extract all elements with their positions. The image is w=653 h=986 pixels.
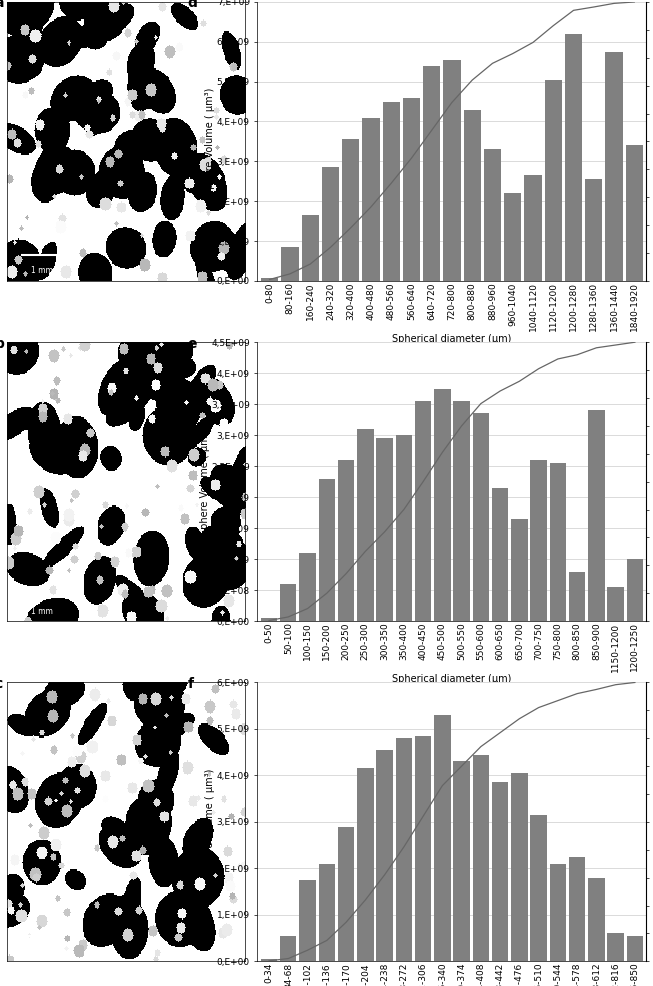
Bar: [550, 864, 566, 961]
Bar: [338, 460, 354, 621]
Bar: [627, 559, 643, 621]
Bar: [396, 739, 412, 961]
Bar: [423, 66, 440, 281]
Bar: [443, 60, 460, 281]
Bar: [338, 826, 354, 961]
Bar: [473, 413, 489, 621]
Bar: [605, 52, 623, 281]
Bar: [319, 478, 335, 621]
Bar: [530, 815, 547, 961]
Bar: [434, 388, 451, 621]
X-axis label: Spherical diameter (μm): Spherical diameter (μm): [392, 334, 512, 344]
Bar: [319, 864, 335, 961]
Bar: [569, 857, 585, 961]
Bar: [280, 584, 296, 621]
Bar: [299, 880, 316, 961]
Y-axis label: Sphere Volume ( μm³): Sphere Volume ( μm³): [205, 768, 215, 876]
Bar: [511, 519, 528, 621]
Bar: [376, 439, 392, 621]
Bar: [302, 215, 319, 281]
Bar: [545, 80, 562, 281]
Bar: [322, 168, 339, 281]
Text: 1 mm: 1 mm: [31, 266, 54, 275]
Bar: [261, 278, 278, 281]
Bar: [627, 936, 643, 961]
Text: b: b: [0, 336, 5, 351]
Bar: [362, 117, 379, 281]
Bar: [607, 934, 624, 961]
Bar: [280, 936, 296, 961]
Text: 1 mm: 1 mm: [31, 947, 54, 955]
Bar: [524, 176, 541, 281]
Bar: [415, 401, 431, 621]
Bar: [565, 34, 582, 281]
Text: a: a: [0, 0, 4, 11]
Bar: [383, 102, 400, 281]
Bar: [396, 435, 412, 621]
Bar: [453, 761, 470, 961]
Bar: [588, 410, 605, 621]
Bar: [376, 750, 392, 961]
Text: f: f: [187, 676, 193, 691]
Bar: [569, 572, 585, 621]
Bar: [403, 98, 420, 281]
Text: e: e: [187, 336, 197, 351]
Bar: [504, 193, 521, 281]
Bar: [492, 783, 508, 961]
Text: d: d: [187, 0, 197, 11]
Y-axis label: Sphere Volume ( μm³): Sphere Volume ( μm³): [205, 88, 215, 195]
Bar: [261, 959, 278, 961]
Bar: [530, 460, 547, 621]
Bar: [473, 754, 489, 961]
Bar: [550, 463, 566, 621]
Bar: [261, 618, 278, 621]
Bar: [626, 145, 643, 281]
Bar: [357, 429, 374, 621]
Bar: [299, 553, 316, 621]
Text: 1 mm: 1 mm: [31, 606, 54, 615]
Bar: [342, 139, 359, 281]
Bar: [464, 109, 481, 281]
Bar: [453, 401, 470, 621]
Bar: [492, 488, 508, 621]
Bar: [281, 247, 298, 281]
Bar: [484, 150, 501, 281]
Y-axis label: Sphere Volume ( μm³): Sphere Volume ( μm³): [200, 428, 210, 535]
Bar: [357, 768, 374, 961]
Text: c: c: [0, 676, 3, 691]
Bar: [434, 715, 451, 961]
Bar: [588, 878, 605, 961]
Bar: [415, 736, 431, 961]
Bar: [607, 587, 624, 621]
X-axis label: Spherical diameter (μm): Spherical diameter (μm): [392, 674, 512, 684]
Bar: [585, 179, 603, 281]
Bar: [511, 773, 528, 961]
